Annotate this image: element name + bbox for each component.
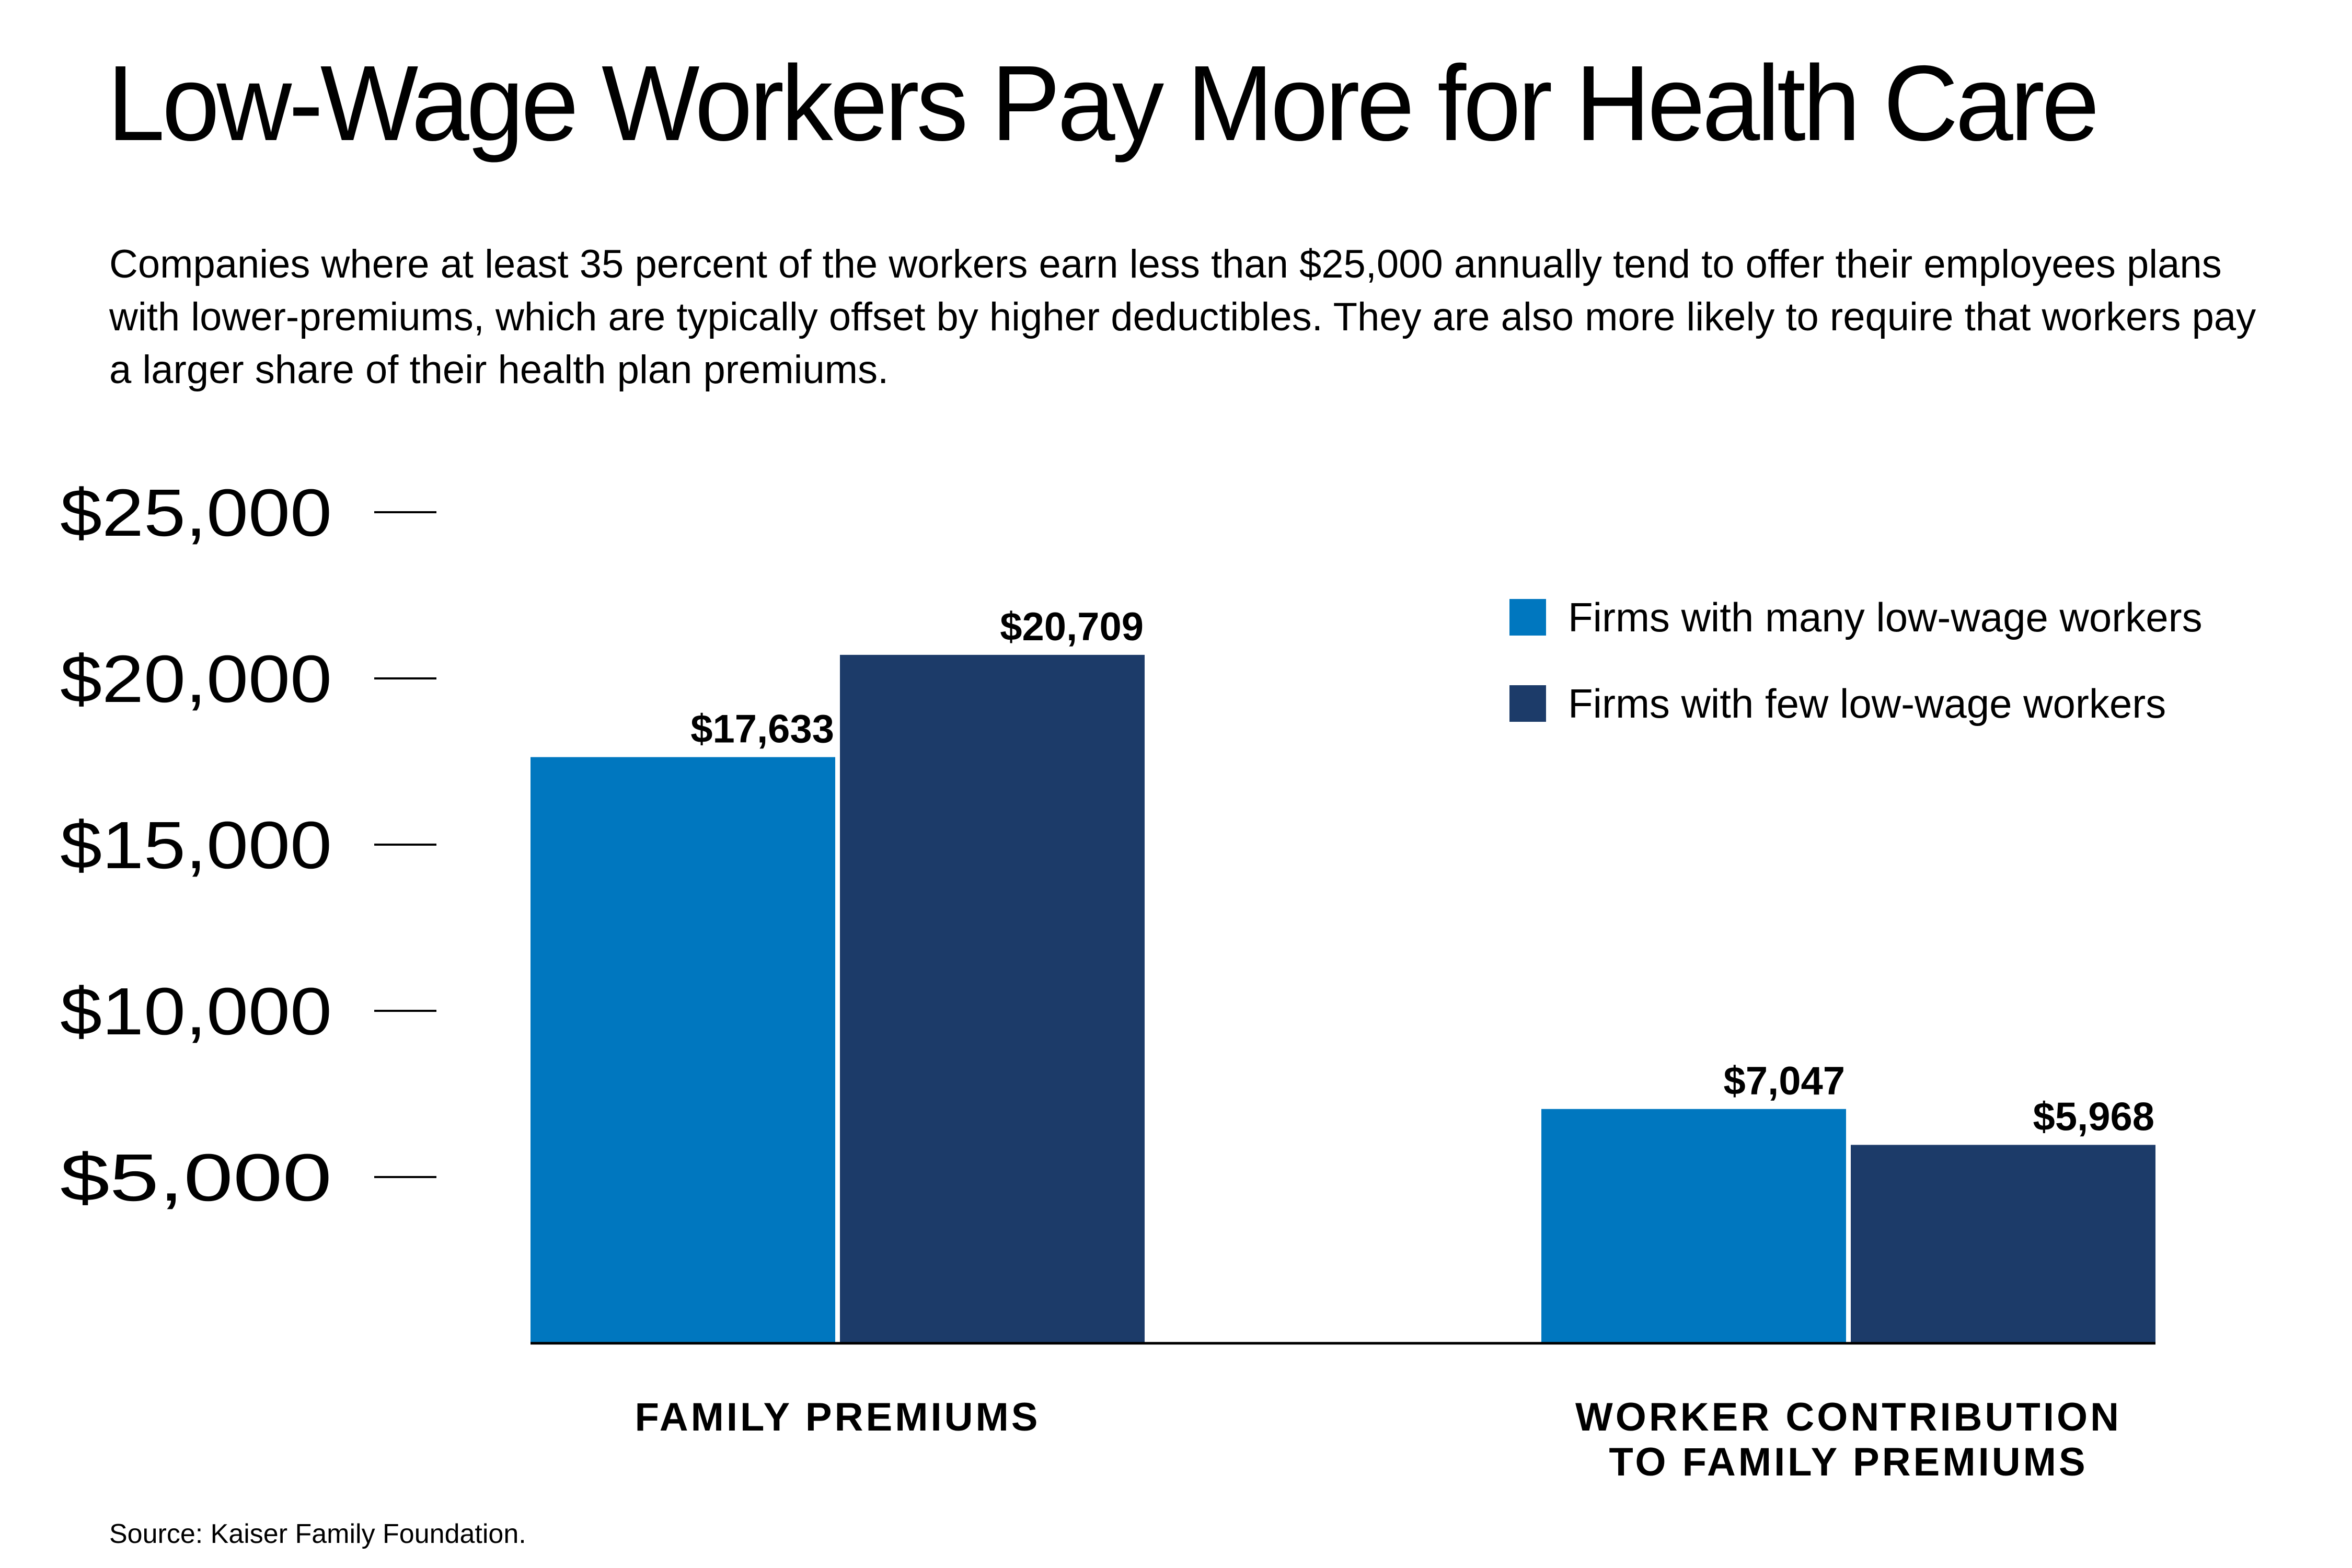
y-tick-label: $25,000: [60, 476, 332, 550]
category-label: FAMILY PREMIUMS: [635, 1395, 1041, 1439]
data-label: $17,633: [690, 707, 834, 752]
chart-title: Low-Wage Workers Pay More for Health Car…: [107, 43, 2100, 163]
y-tick-label: $20,000: [60, 642, 332, 717]
category-label: TO FAMILY PREMIUMS: [1609, 1440, 2088, 1484]
bar: [840, 654, 1145, 1343]
data-label: $5,968: [2033, 1094, 2154, 1139]
legend-label: Firms with many low-wage workers: [1568, 594, 2203, 640]
category-label: WORKER CONTRIBUTION: [1575, 1395, 2122, 1439]
source-note: Source: Kaiser Family Foundation.: [109, 1519, 526, 1549]
bar: [1851, 1145, 2155, 1343]
legend-label: Firms with few low-wage workers: [1568, 681, 2166, 727]
y-tick-label: $5,000: [60, 1140, 332, 1215]
chart-subtitle: Companies where at least 35 percent of t…: [109, 242, 2256, 392]
data-label: $7,047: [1724, 1059, 1845, 1103]
legend-swatch: [1509, 685, 1546, 722]
bar: [531, 757, 835, 1343]
data-label: $20,709: [1000, 605, 1144, 649]
bar: [1541, 1109, 1846, 1343]
y-tick-label: $10,000: [60, 974, 332, 1049]
y-tick-label: $15,000: [60, 808, 332, 883]
legend-swatch: [1509, 599, 1546, 636]
